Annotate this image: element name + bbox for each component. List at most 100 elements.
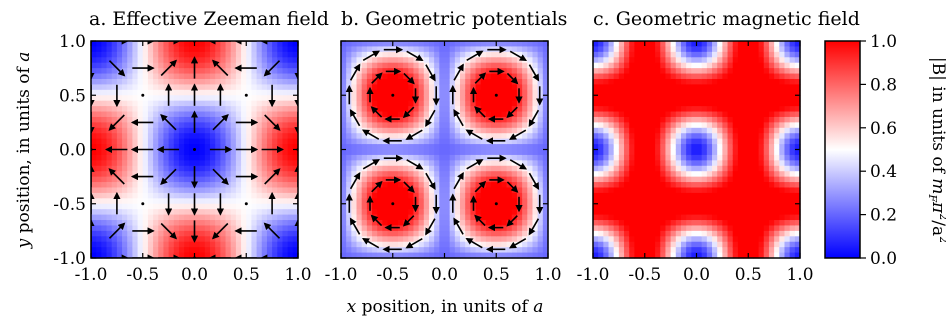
heatmap-cell <box>522 241 528 248</box>
heatmap-cell <box>277 176 284 183</box>
heatmap-cell <box>292 247 299 254</box>
heatmap-cell <box>593 182 599 189</box>
heatmap-cell <box>408 57 415 64</box>
heatmap-cell <box>372 154 378 161</box>
heatmap-cell <box>737 192 744 199</box>
heatmap-cell <box>392 198 399 205</box>
heatmap-cell <box>522 154 528 161</box>
heatmap-cell <box>96 144 102 151</box>
heatmap-cell <box>292 68 299 75</box>
field-arrow <box>528 218 540 236</box>
heatmap-cell <box>794 187 801 194</box>
heatmap-cell <box>768 62 775 69</box>
heatmap-cell <box>680 95 687 102</box>
heatmap-cell <box>480 84 487 91</box>
heatmap-cell <box>706 192 713 199</box>
heatmap-cell <box>717 209 723 216</box>
heatmap-cell <box>122 165 128 172</box>
heatmap-cell <box>168 138 175 145</box>
heatmap-cell <box>639 171 646 178</box>
heatmap-cell <box>351 78 358 85</box>
heatmap-cell <box>722 46 729 53</box>
heatmap-cell <box>501 127 508 134</box>
heatmap-cell <box>475 111 482 118</box>
heatmap-cell <box>153 220 159 227</box>
heatmap-cell <box>392 122 399 129</box>
heatmap-cell <box>722 106 729 113</box>
heatmap-cell <box>485 203 492 210</box>
heatmap-cell <box>142 214 149 221</box>
heatmap-cell <box>598 89 604 96</box>
heatmap-cell <box>382 57 389 64</box>
heatmap-cell <box>743 122 749 129</box>
heatmap-cell <box>392 149 399 156</box>
heatmap-cell <box>758 62 765 69</box>
heatmap-cell <box>122 122 128 129</box>
heatmap-cell <box>418 203 425 210</box>
heatmap-cell <box>127 171 133 178</box>
heatmap-cell <box>522 95 528 102</box>
heatmap-cell <box>475 230 482 237</box>
heatmap-cell <box>246 100 253 107</box>
heatmap-cell <box>272 192 278 199</box>
heatmap-cell <box>727 149 734 156</box>
heatmap-cell <box>542 171 549 178</box>
panel-b-heatmap <box>341 41 549 259</box>
heatmap-cell <box>475 100 482 107</box>
heatmap-cell <box>287 95 294 102</box>
heatmap-cell <box>618 84 625 91</box>
heatmap-cell <box>613 78 620 85</box>
heatmap-cell <box>210 165 216 172</box>
heatmap-cell <box>618 203 625 210</box>
heatmap-cell <box>225 95 232 102</box>
heatmap-cell <box>428 144 435 151</box>
heatmap-cell <box>397 144 404 151</box>
heatmap-cell <box>768 68 775 75</box>
heatmap-cell <box>272 187 278 194</box>
heatmap-cell <box>439 165 446 172</box>
heatmap-cell <box>660 230 667 237</box>
heatmap-cell <box>397 165 404 172</box>
heatmap-cell <box>230 62 237 69</box>
heatmap-cell <box>147 46 154 53</box>
heatmap-cell <box>701 154 708 161</box>
heatmap-cell <box>158 41 165 48</box>
heatmap-cell <box>737 111 744 118</box>
heatmap-cell <box>598 73 604 80</box>
heatmap-cell <box>241 116 247 123</box>
heatmap-cell <box>763 95 770 102</box>
heatmap-cell <box>142 220 149 227</box>
heatmap-cell <box>789 236 796 243</box>
heatmap-cell <box>522 62 528 69</box>
heatmap-cell <box>691 154 698 161</box>
heatmap-cell <box>351 165 358 172</box>
heatmap-cell <box>655 51 661 58</box>
heatmap-cell <box>670 160 677 167</box>
heatmap-cell <box>670 111 677 118</box>
heatmap-cell <box>675 252 682 259</box>
heatmap-cell <box>341 68 347 75</box>
heatmap-cell <box>423 252 430 259</box>
heatmap-cell <box>444 241 451 248</box>
heatmap-cell <box>178 198 185 205</box>
heatmap-cell <box>629 133 635 140</box>
heatmap-cell <box>675 46 682 53</box>
heatmap-cell <box>449 133 456 140</box>
heatmap-cell <box>665 182 672 189</box>
heatmap-cell <box>361 154 368 161</box>
heatmap-cell <box>485 100 492 107</box>
heatmap-cell <box>475 154 482 161</box>
heatmap-cell <box>387 160 394 167</box>
heatmap-cell <box>235 138 242 145</box>
field-arrow <box>108 60 126 77</box>
heatmap-cell <box>527 41 534 48</box>
heatmap-cell <box>470 144 477 151</box>
heatmap-cell <box>111 116 118 123</box>
heatmap-cell <box>712 144 718 151</box>
heatmap-cell <box>475 198 482 205</box>
heatmap-cell <box>522 252 528 259</box>
heatmap-cell <box>779 209 786 216</box>
heatmap-cell <box>147 41 154 48</box>
heatmap-cell <box>522 100 528 107</box>
heatmap-cell <box>127 116 133 123</box>
